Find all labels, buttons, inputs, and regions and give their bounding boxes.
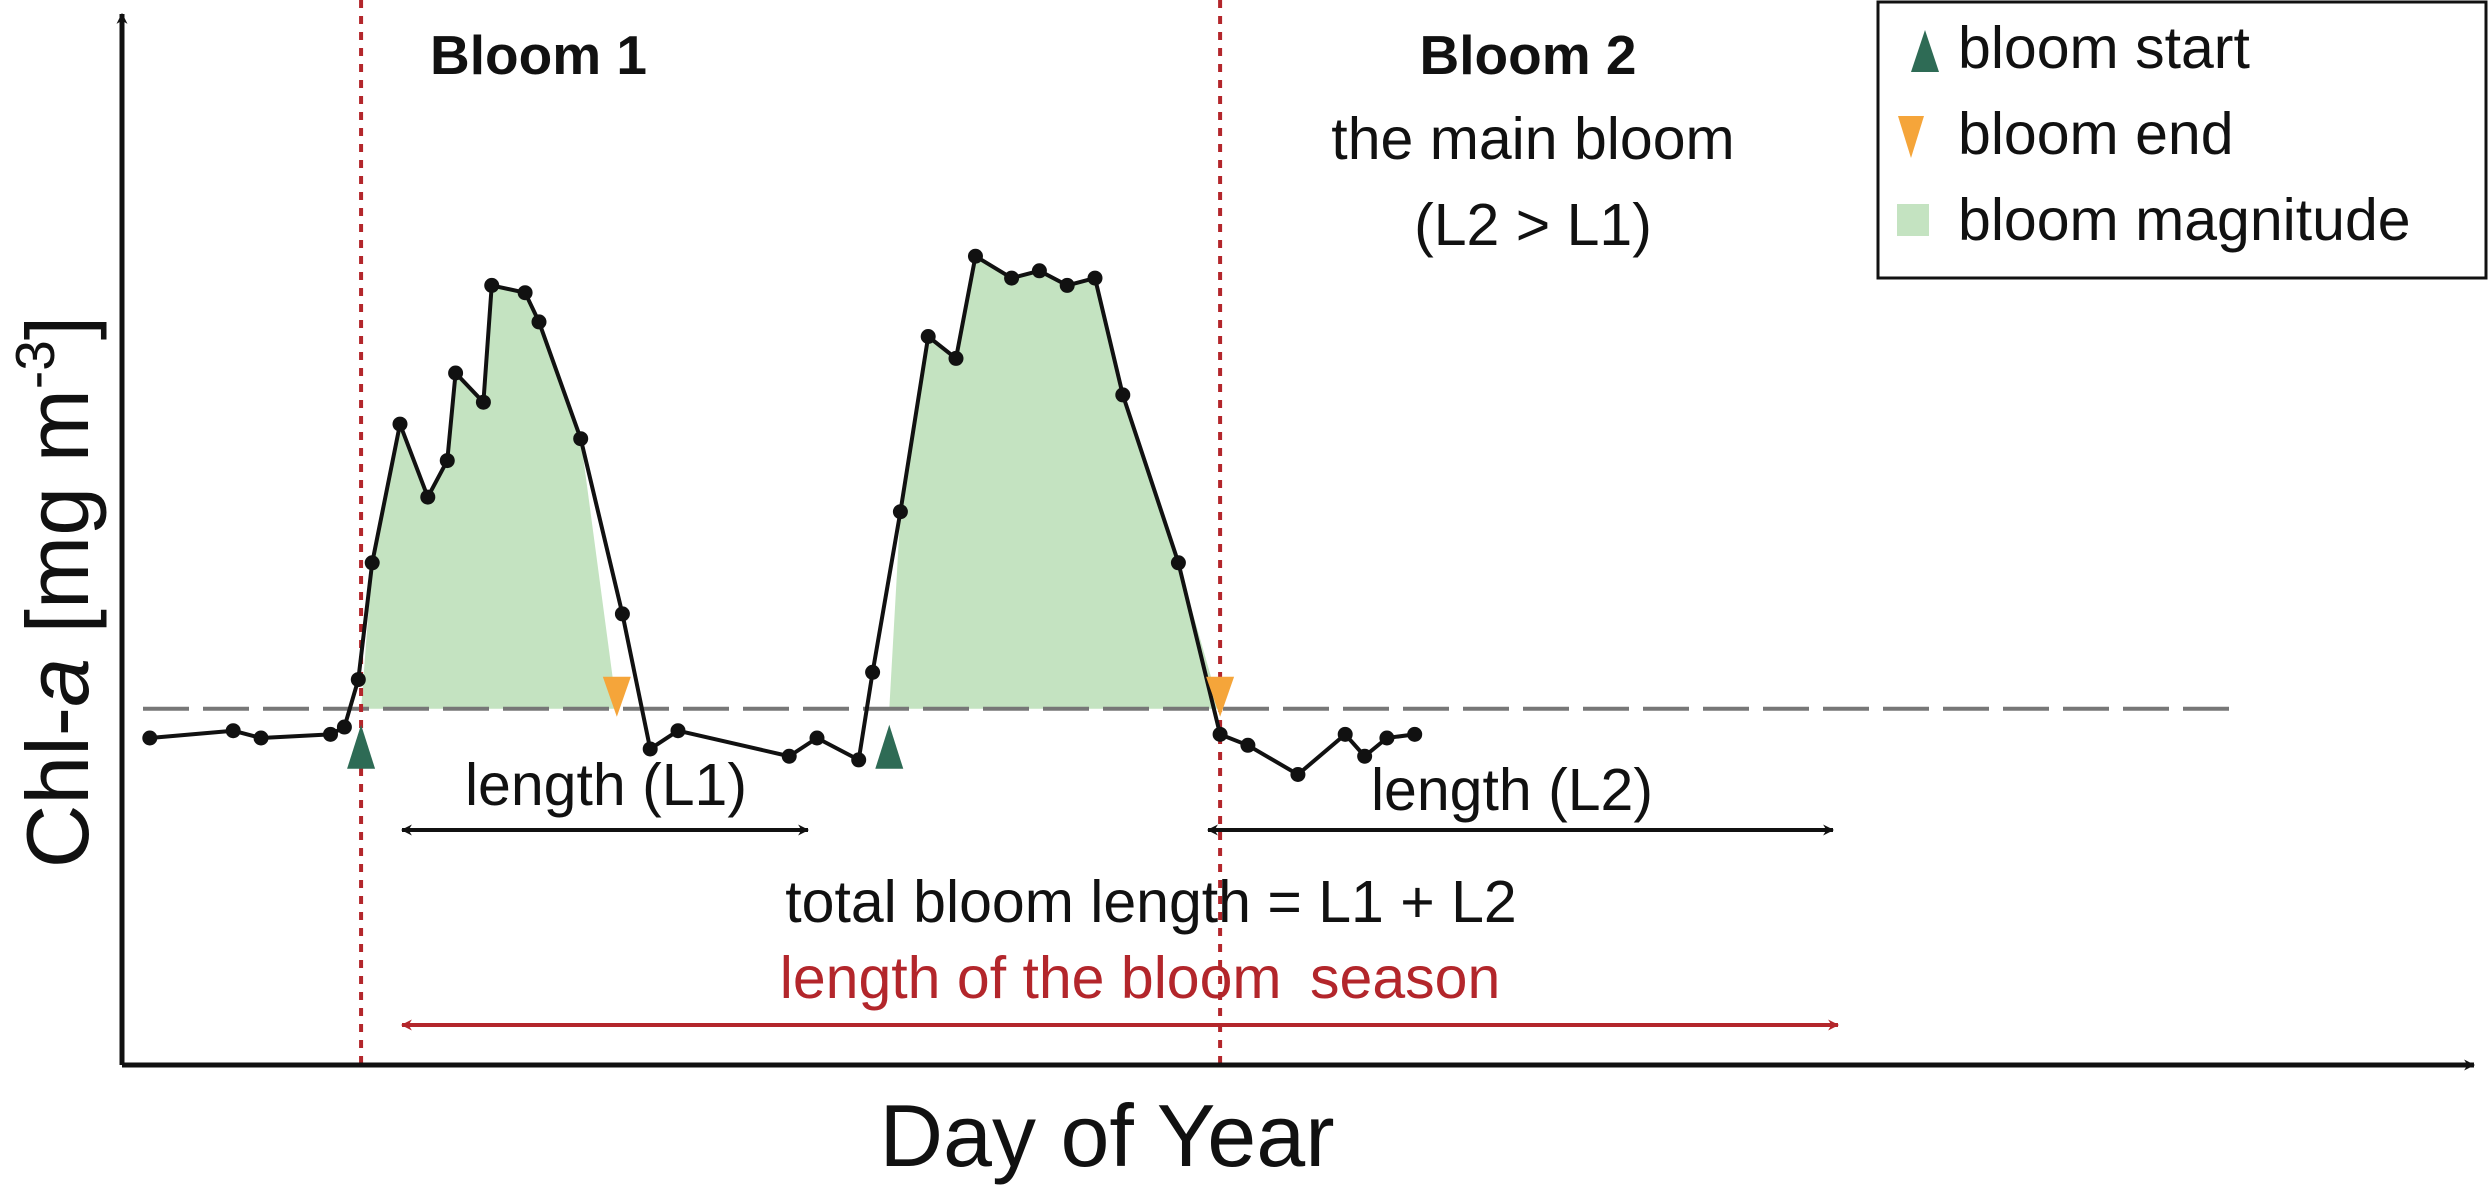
bloom-magnitude-area bbox=[361, 285, 617, 709]
chl-a-series-line bbox=[149, 254, 1415, 777]
bloom-start-marker bbox=[347, 724, 376, 769]
data-point bbox=[420, 489, 436, 505]
bloom-end-icon bbox=[1898, 116, 1924, 158]
y-axis-label: Chl-a [mg m-3] bbox=[4, 316, 107, 869]
data-point bbox=[1379, 730, 1395, 746]
y-label-close: ] bbox=[8, 316, 107, 340]
bloom-2-title: Bloom 2 bbox=[1420, 24, 1637, 86]
data-point bbox=[670, 723, 686, 739]
legend-end-label: bloom end bbox=[1958, 101, 2234, 167]
total-bloom-length-label: total bloom length = L1 + L2 bbox=[785, 869, 1516, 935]
legend-start-label: bloom start bbox=[1958, 15, 2250, 81]
bloom-2-subtitle: the main bloom bbox=[1331, 106, 1734, 172]
data-point bbox=[809, 730, 825, 746]
bloom-magnitude-icon bbox=[1897, 204, 1929, 236]
data-point bbox=[573, 431, 589, 447]
season-label-part2: season bbox=[1310, 945, 1500, 1011]
data-point bbox=[920, 329, 936, 344]
data-point bbox=[1407, 726, 1423, 742]
bloom-markers bbox=[347, 676, 1235, 769]
data-point bbox=[336, 719, 352, 735]
y-label-italic: a bbox=[8, 658, 107, 707]
legend-box bbox=[1876, 0, 2488, 280]
data-point bbox=[253, 730, 269, 746]
data-point bbox=[1004, 270, 1020, 286]
data-point bbox=[350, 672, 366, 688]
bloom-1-title: Bloom 1 bbox=[430, 24, 647, 86]
data-point bbox=[392, 416, 408, 432]
data-point bbox=[1170, 555, 1186, 571]
legend-magnitude-label: bloom magnitude bbox=[1958, 187, 2411, 253]
y-label-sup: -3 bbox=[4, 340, 66, 389]
length-l2-label: length (L2) bbox=[1371, 757, 1653, 823]
data-point bbox=[948, 350, 964, 366]
data-point bbox=[1031, 263, 1047, 279]
data-point bbox=[439, 453, 455, 469]
length-l1-label: length (L1) bbox=[465, 752, 747, 818]
data-point bbox=[967, 248, 983, 264]
data-point bbox=[892, 504, 908, 520]
data-point bbox=[781, 748, 797, 764]
x-axis-label: Day of Year bbox=[880, 1086, 1335, 1185]
chl-a-points bbox=[142, 248, 1423, 782]
data-point bbox=[142, 730, 158, 746]
data-point bbox=[1357, 748, 1373, 764]
bloom-2-comparison: (L2 > L1) bbox=[1414, 192, 1652, 258]
data-point bbox=[323, 726, 338, 742]
data-point bbox=[531, 314, 547, 330]
data-point bbox=[1290, 767, 1306, 782]
data-point bbox=[475, 394, 491, 410]
data-point bbox=[1059, 277, 1075, 293]
data-point bbox=[865, 664, 881, 680]
data-point bbox=[1115, 387, 1131, 403]
data-point bbox=[642, 741, 658, 757]
bloom-start-icon bbox=[1911, 30, 1939, 72]
bloom-magnitude-area bbox=[889, 256, 1221, 709]
data-point bbox=[614, 606, 630, 622]
bloom-magnitude-areas bbox=[361, 256, 1221, 709]
bloom-end-marker bbox=[1206, 676, 1235, 717]
bloom-start-marker bbox=[875, 724, 904, 769]
data-point bbox=[225, 723, 241, 739]
y-label-unit: [mg m bbox=[8, 389, 107, 658]
data-point bbox=[484, 277, 500, 293]
data-point bbox=[851, 752, 867, 768]
y-label-prefix: Chl- bbox=[8, 707, 107, 868]
data-point bbox=[1337, 726, 1353, 742]
data-point bbox=[1087, 270, 1103, 286]
season-length-label: length of the bloom season bbox=[780, 945, 1501, 1011]
bloom-end-marker bbox=[602, 676, 631, 717]
legend: bloom start bloom end bloom magnitude bbox=[1876, 0, 2488, 280]
data-point bbox=[1240, 737, 1256, 753]
data-point bbox=[448, 365, 464, 381]
data-point bbox=[364, 555, 380, 571]
data-point bbox=[1212, 726, 1228, 742]
data-point bbox=[517, 285, 533, 301]
season-label-part1: length of the bloom bbox=[780, 945, 1282, 1011]
